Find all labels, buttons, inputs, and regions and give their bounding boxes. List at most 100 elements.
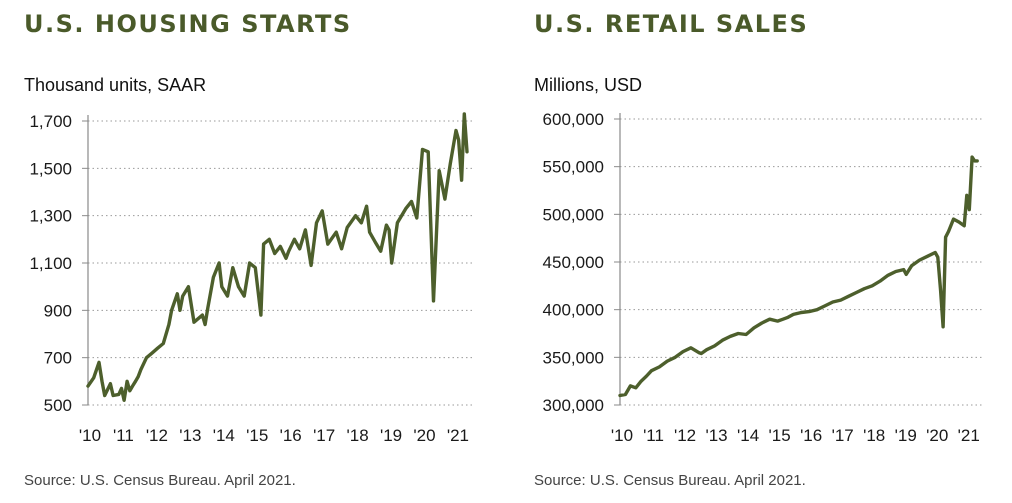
data-point [658, 365, 661, 369]
data-point [151, 351, 154, 355]
data-point [254, 266, 257, 269]
data-point [697, 351, 701, 354]
x-tick-label: '16 [280, 426, 302, 445]
data-point [752, 326, 756, 329]
x-tick-label: '17 [313, 426, 335, 445]
data-point [220, 285, 224, 288]
data-point [968, 208, 971, 211]
data-point [729, 335, 732, 338]
data-point [454, 129, 458, 132]
y-tick-label: 1,100 [29, 254, 72, 273]
data-point [878, 279, 882, 283]
data-point [902, 268, 905, 271]
data-point [201, 313, 204, 317]
data-point [97, 361, 101, 364]
data-point [287, 249, 290, 253]
y-tick-label: 500,000 [543, 205, 604, 224]
data-point [268, 238, 271, 241]
data-point [781, 318, 785, 321]
data-point [465, 150, 469, 153]
y-tick-label: 450,000 [543, 253, 604, 272]
data-point [815, 308, 819, 311]
retail-sales-chart: 300,000 350,000 400,000 450,000 500,000 550,0… [543, 110, 984, 445]
data-point [128, 389, 132, 392]
data-point [910, 264, 913, 268]
x-tick-label: '14 [737, 426, 759, 445]
data-point [807, 310, 811, 313]
data-point [894, 270, 898, 273]
y-tick-label: 1,500 [29, 159, 72, 178]
x-tick-label: '21 [447, 426, 469, 445]
data-point [354, 214, 357, 217]
data-point [125, 380, 129, 383]
data-point [438, 169, 441, 172]
x-tick-label: '13 [179, 426, 201, 445]
y-tick-label: 600,000 [543, 110, 604, 129]
x-tick-label: '20 [413, 426, 435, 445]
data-point [792, 313, 795, 316]
data-point [334, 231, 338, 234]
data-point [839, 298, 842, 302]
x-tick-label: '18 [863, 426, 885, 445]
data-point [373, 240, 377, 243]
data-point [86, 384, 90, 388]
data-point [326, 242, 330, 246]
x-tick-label: '12 [146, 426, 168, 445]
housing-starts-chart: 500 700 900 1,100 1,300 1,500 1,700 '10 '11 '12 '1… [29, 112, 474, 445]
retail-sales-panel: U.S. RETAIL SALES Millions, USD 300,000 3… [510, 0, 1010, 503]
data-point [863, 287, 866, 290]
data-point [131, 384, 134, 388]
data-point [870, 284, 874, 288]
data-point [346, 226, 349, 229]
data-point [618, 394, 622, 397]
x-tick-label: '19 [895, 426, 917, 445]
data-point [117, 393, 120, 396]
y-tick-label: 500 [44, 396, 72, 415]
data-point [941, 325, 945, 329]
x-tick-label: '21 [958, 426, 980, 445]
data-point [944, 236, 947, 239]
data-point [203, 323, 207, 326]
data-point [365, 205, 368, 208]
data-point [721, 338, 724, 342]
data-point [379, 249, 382, 253]
data-point [259, 313, 263, 317]
x-tick-label: '11 [643, 426, 664, 445]
data-point [309, 264, 313, 267]
data-point [170, 309, 173, 312]
data-point [776, 319, 779, 323]
x-tick-label: '17 [832, 426, 854, 445]
data-point [855, 291, 858, 294]
x-tick-label: '14 [213, 426, 235, 445]
source-note: Source: U.S. Census Bureau. April 2021. [534, 472, 806, 489]
y-axis-label: Millions, USD [534, 75, 643, 95]
data-point [800, 311, 803, 314]
chart-title: U.S. RETAIL SALES [534, 10, 809, 38]
data-point [644, 375, 648, 378]
data-point [650, 369, 653, 372]
x-tick-label: '18 [347, 426, 369, 445]
data-point [111, 394, 115, 397]
y-tick-label: 300,000 [543, 396, 604, 415]
source-note: Source: U.S. Census Bureau. April 2021. [24, 472, 296, 489]
data-point [404, 207, 407, 210]
data-point [443, 197, 447, 201]
data-point [689, 346, 693, 349]
data-point [181, 294, 184, 298]
data-point [156, 347, 159, 350]
y-tick-label: 900 [44, 301, 72, 320]
y-tick-label: 700 [44, 349, 72, 368]
y-axis-label: Thousand units, SAAR [24, 75, 207, 95]
data-point [368, 231, 371, 234]
data-point [167, 323, 171, 326]
data-point [973, 159, 976, 163]
data-point [823, 304, 827, 308]
data-point [457, 138, 460, 142]
data-point [390, 261, 393, 265]
data-point [410, 200, 413, 203]
data-point [385, 223, 388, 227]
data-point [713, 344, 716, 348]
housing-starts-panel: U.S. HOUSING STARTS Thousand units, SAAR… [0, 0, 500, 503]
data-point [460, 178, 463, 182]
x-tick-label: '13 [705, 426, 727, 445]
